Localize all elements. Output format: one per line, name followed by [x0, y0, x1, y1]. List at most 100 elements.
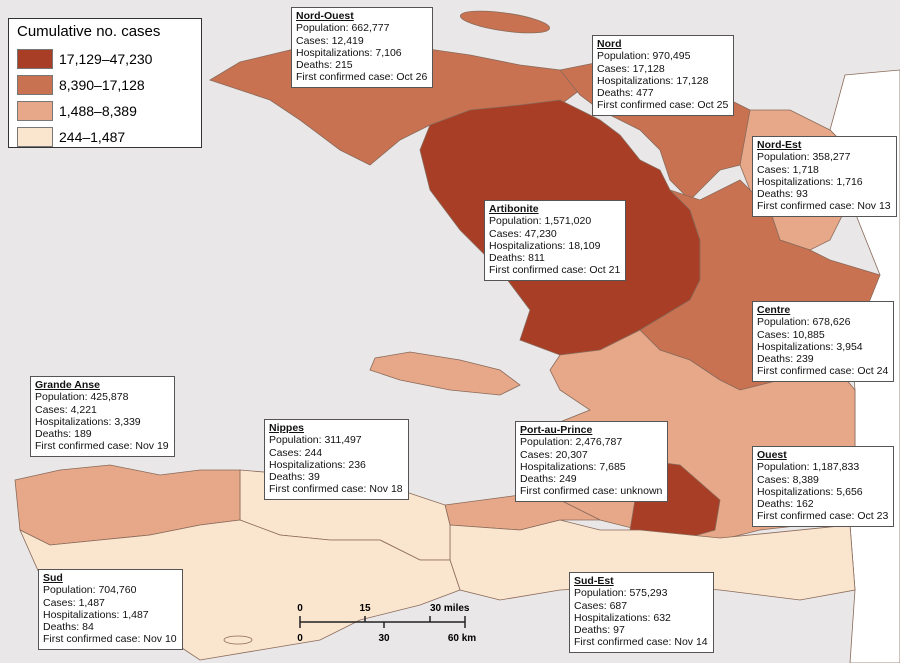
info-line: Population: 678,626	[757, 316, 851, 329]
info-line: Cases: 4,221	[35, 403, 97, 416]
region-name: Port-au-Prince	[520, 424, 593, 436]
legend-swatch	[17, 49, 53, 69]
info-line: Population: 311,497	[269, 434, 362, 447]
info-line: Hospitalizations: 7,106	[296, 46, 402, 59]
info-box: Grande Anse Population: 425,878 Cases: 4,2…	[30, 376, 175, 457]
info-line: First confirmed case: Oct 25	[597, 99, 729, 112]
info-line: First confirmed case: Oct 23	[757, 510, 889, 523]
legend-item: 1,488–8,389	[17, 98, 201, 124]
legend-label: 8,390–17,128	[59, 77, 145, 93]
info-line: Cases: 1,487	[43, 596, 105, 609]
info-line: Cases: 1,718	[757, 163, 819, 176]
info-line: Hospitalizations: 632	[574, 611, 671, 624]
region-name: Artibonite	[489, 203, 539, 215]
info-line: Cases: 244	[269, 446, 323, 459]
info-line: Deaths: 477	[597, 87, 654, 100]
info-line: First confirmed case: unknown	[520, 485, 663, 498]
legend-label: 17,129–47,230	[59, 51, 153, 67]
info-line: Cases: 47,230	[489, 227, 557, 240]
info-line: Deaths: 97	[574, 624, 625, 637]
info-box: Nippes Population: 311,497 Cases: 244 Hospi…	[264, 419, 409, 500]
info-line: Cases: 20,307	[520, 448, 588, 461]
island-tortuga	[460, 10, 550, 34]
info-box: Artibonite Population: 1,571,020 Cases: 47…	[484, 200, 627, 281]
info-line: Population: 704,760	[43, 584, 137, 597]
region-name: Nord	[597, 38, 622, 50]
scale-label: 0	[297, 603, 303, 614]
legend: Cumulative no. cases 17,129–47,230 8,390–…	[8, 18, 202, 148]
legend-swatch	[17, 101, 53, 121]
info-line: Deaths: 39	[269, 471, 320, 484]
scale-label: 30	[378, 633, 390, 644]
info-line: Population: 1,571,020	[489, 215, 592, 228]
region-name: Nord-Ouest	[296, 10, 354, 22]
info-line: Hospitalizations: 5,656	[757, 485, 863, 498]
info-line: Population: 1,187,833	[757, 461, 860, 474]
island-ile-a-vache	[223, 635, 253, 645]
legend-swatch	[17, 75, 53, 95]
info-line: First confirmed case: Nov 18	[269, 483, 403, 496]
info-line: Deaths: 84	[43, 621, 94, 634]
info-line: Cases: 10,885	[757, 328, 825, 341]
info-line: First confirmed case: Oct 26	[296, 71, 428, 84]
legend-label: 244–1,487	[59, 129, 126, 145]
info-box: Nord Population: 970,495 Cases: 17,128 Hosp…	[592, 35, 735, 116]
scale-label: 30 miles	[430, 603, 470, 614]
info-line: Population: 575,293	[574, 587, 668, 600]
info-line: First confirmed case: Nov 19	[35, 440, 169, 453]
legend-label: 1,488–8,389	[59, 103, 137, 119]
scale-label: 60 km	[448, 633, 476, 644]
region-name: Sud	[43, 572, 63, 584]
info-line: First confirmed case: Oct 24	[757, 365, 889, 378]
info-line: Cases: 8,389	[757, 473, 819, 486]
info-line: Hospitalizations: 17,128	[597, 74, 709, 87]
info-box: Ouest Population: 1,187,833 Cases: 8,389 Ho…	[752, 446, 895, 527]
info-line: Cases: 17,128	[597, 62, 665, 75]
region-name: Sud-Est	[574, 575, 614, 587]
info-line: Deaths: 93	[757, 188, 808, 201]
region-name: Ouest	[757, 449, 787, 461]
info-line: Population: 425,878	[35, 391, 129, 404]
info-line: Deaths: 162	[757, 498, 814, 511]
info-line: Population: 970,495	[597, 50, 691, 63]
region-sud-est	[449, 519, 856, 601]
info-line: Population: 662,777	[296, 22, 390, 35]
info-box: Nord-Est Population: 358,277 Cases: 1,718 H…	[752, 136, 897, 217]
region-name: Grande Anse	[35, 379, 100, 391]
info-box: Port-au-Prince Population: 2,476,787 Cases…	[515, 421, 669, 502]
info-line: Hospitalizations: 18,109	[489, 239, 601, 252]
island-gonave	[369, 351, 521, 396]
legend-item: 8,390–17,128	[17, 72, 201, 98]
info-line: Hospitalizations: 3,339	[35, 415, 141, 428]
info-line: Population: 358,277	[757, 151, 851, 164]
info-box: Sud-Est Population: 575,293 Cases: 687 Hosp…	[569, 572, 714, 653]
info-line: Hospitalizations: 7,685	[520, 460, 626, 473]
info-line: Hospitalizations: 1,716	[757, 175, 863, 188]
scale-bar	[299, 616, 466, 628]
info-line: Deaths: 189	[35, 428, 92, 441]
info-line: Deaths: 811	[489, 252, 545, 265]
info-line: First confirmed case: Oct 21	[489, 264, 621, 277]
info-line: Hospitalizations: 236	[269, 458, 366, 471]
scale-label: 15	[359, 603, 371, 614]
info-line: Population: 2,476,787	[520, 436, 623, 449]
info-box: Sud Population: 704,760 Cases: 1,487 Hospit…	[38, 569, 183, 650]
scale-label: 0	[297, 633, 303, 644]
info-line: Cases: 12,419	[296, 34, 364, 47]
legend-item: 17,129–47,230	[17, 46, 201, 72]
info-line: Deaths: 249	[520, 473, 577, 486]
info-box: Nord-Ouest Population: 662,777 Cases: 12,4…	[291, 7, 434, 88]
region-name: Centre	[757, 304, 791, 316]
legend-swatch	[17, 127, 53, 147]
region-name: Nippes	[269, 422, 305, 434]
info-line: First confirmed case: Nov 14	[574, 636, 708, 649]
region-name: Nord-Est	[757, 139, 802, 151]
info-line: First confirmed case: Nov 10	[43, 633, 177, 646]
info-box: Centre Population: 678,626 Cases: 10,885 Ho…	[752, 301, 895, 382]
info-line: Deaths: 215	[296, 59, 353, 72]
legend-item: 244–1,487	[17, 124, 201, 150]
info-line: Cases: 687	[574, 599, 628, 612]
legend-title: Cumulative no. cases	[17, 23, 161, 40]
info-line: Deaths: 239	[757, 353, 814, 366]
